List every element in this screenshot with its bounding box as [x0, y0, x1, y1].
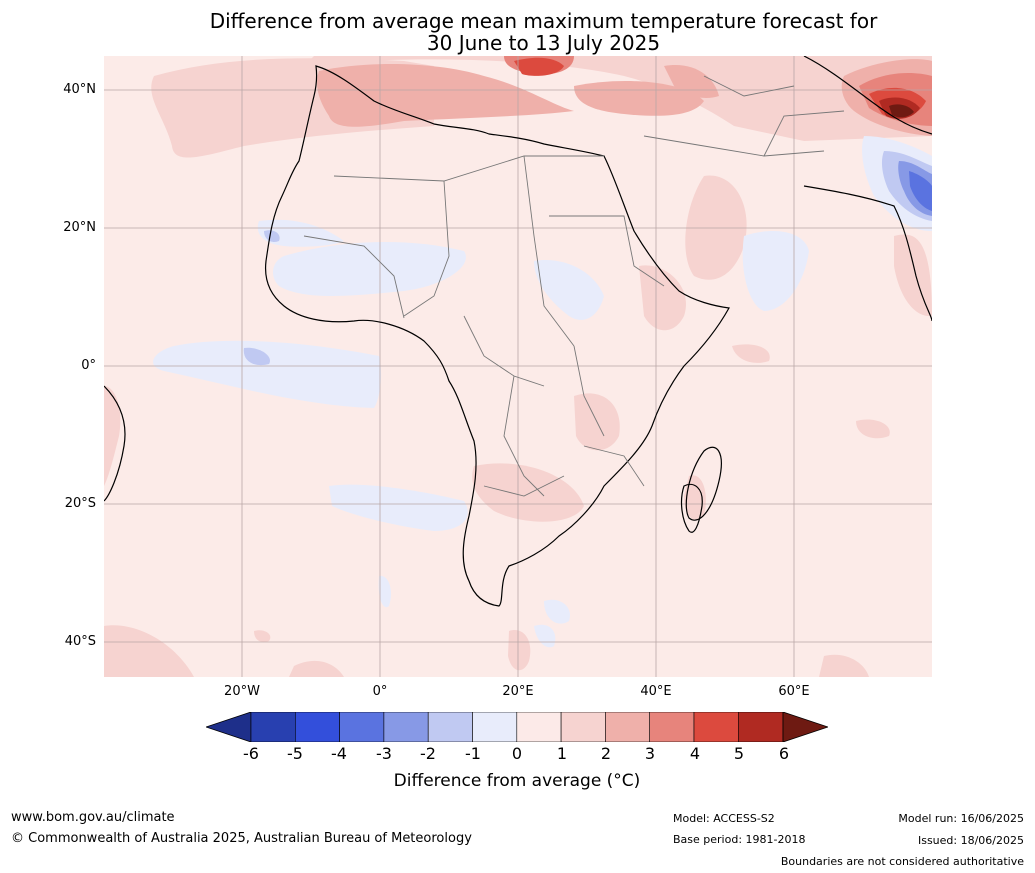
colorbar-tick: -6 — [243, 744, 259, 763]
lon-label-40e: 40°E — [640, 684, 672, 699]
colorbar-tick: -3 — [376, 744, 392, 763]
graticule — [104, 56, 932, 677]
colorbar-tick: 6 — [778, 744, 790, 763]
title-line-1: Difference from average mean maximum tem… — [209, 9, 878, 33]
colorbar-cap-high — [782, 711, 830, 743]
warm-anomaly-areas — [104, 56, 932, 677]
lat-label-40n: 40°N — [63, 82, 96, 97]
colorbar-tick: 3 — [644, 744, 656, 763]
colorbar-swatch — [427, 711, 473, 743]
colorbar — [204, 711, 830, 743]
madagascar-outline — [685, 446, 722, 521]
copyright-text: © Commonwealth of Australia 2025, Austra… — [11, 831, 472, 846]
lon-label-60e: 60°E — [778, 684, 810, 699]
map-svg — [104, 56, 932, 677]
lon-label-20e: 20°E — [502, 684, 534, 699]
country-borders — [303, 75, 845, 497]
colorbar-swatch — [339, 711, 385, 743]
colorbar-swatch — [737, 711, 784, 743]
colorbar-swatch — [516, 711, 562, 743]
base-period-text: Base period: 1981-2018 — [673, 833, 806, 846]
colorbar-swatch — [250, 711, 296, 743]
colorbar-svg — [204, 711, 830, 743]
colorbar-tick: 0 — [511, 744, 523, 763]
colorbar-swatch — [649, 711, 695, 743]
colorbar-tick: 1 — [556, 744, 568, 763]
colorbar-tick: -2 — [420, 744, 436, 763]
model-text: Model: ACCESS-S2 — [673, 812, 775, 825]
lat-label-20n: 20°N — [63, 220, 96, 235]
title-line-2: 30 June to 13 July 2025 — [426, 31, 661, 55]
colorbar-tick: 5 — [733, 744, 745, 763]
lat-label-40s: 40°S — [64, 634, 96, 649]
map-title: Difference from average mean maximum tem… — [0, 10, 1035, 54]
forecast-map — [104, 56, 932, 677]
colorbar-swatch — [693, 711, 739, 743]
colorbar-swatch — [383, 711, 429, 743]
lon-label-0: 0° — [372, 684, 388, 699]
coastlines — [104, 56, 932, 607]
lat-label-20s: 20°S — [64, 496, 96, 511]
colorbar-swatch — [295, 711, 340, 743]
website-link[interactable]: www.bom.gov.au/climate — [11, 810, 175, 825]
colorbar-swatch — [605, 711, 650, 743]
lon-label-20w: 20°W — [224, 684, 260, 699]
boundaries-disclaimer: Boundaries are not considered authoritat… — [780, 855, 1024, 868]
model-run-text: Model run: 16/06/2025 — [898, 812, 1024, 825]
colorbar-tick: -1 — [465, 744, 481, 763]
colorbar-swatch — [472, 711, 518, 743]
issued-text: Issued: 18/06/2025 — [917, 834, 1024, 847]
colorbar-tick: 2 — [600, 744, 612, 763]
colorbar-tick: 4 — [689, 744, 701, 763]
colorbar-tick: -4 — [331, 744, 347, 763]
cool-anomaly-areas — [153, 136, 932, 648]
colorbar-label: Difference from average (°C) — [393, 771, 641, 791]
colorbar-cap-low — [204, 711, 252, 743]
colorbar-swatch — [560, 711, 606, 743]
colorbar-tick: -5 — [287, 744, 303, 763]
lat-label-0: 0° — [81, 358, 96, 373]
